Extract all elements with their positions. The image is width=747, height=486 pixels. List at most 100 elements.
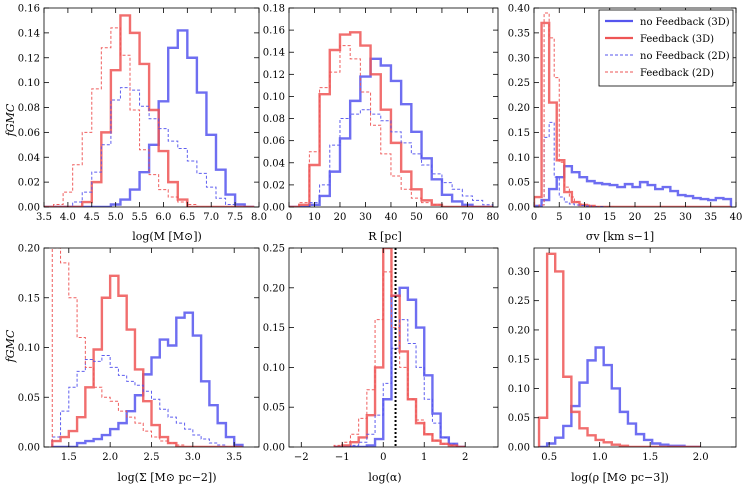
panel-4-xtick-label: 3.5 [226,452,242,463]
panel-5-xtick-label: −1 [335,452,350,463]
panel-2-ytick-label: 0.02 [263,180,285,191]
panel-6-ytick-label: 0.15 [508,355,530,366]
panel-3-xtick-label: 15 [603,212,616,223]
panel-5-hist-nofb2d [334,319,466,447]
legend-box [598,9,734,87]
panel-4-ytick-label: 0.05 [18,393,40,404]
panel-1-ytick-label: 0.00 [18,203,40,214]
panel-6: 0.5 1.0 1.5 2.0 0.00 0.05 0.10 0.15 0.20 0.25 0.30… [508,247,737,484]
panel-3-plot: 0 5 10 15 20 25 30 35 40 0.00 0.05 0.10 0.15 0.20 0.25… [508,4,743,224]
panel-2-ytick-label: 0.14 [263,48,285,59]
panel-5-xlabel: log(α) [368,471,401,484]
panel-1-xtick-label: 3.5 [36,212,52,223]
panel-3-xlabel: σv [km s−1] [586,230,654,243]
panel-2-ytick-label: 0.00 [263,203,285,214]
panel-3-ytick-label: 0.40 [508,4,530,15]
panel-4-ytick-label: 0.00 [18,443,40,454]
panel-5: −2 −1 0 1 2 0.00 0.05 0.10 0.15 0.20 0.25 log(α) [263,244,499,484]
panel-6-xtick-label: 0.5 [541,452,557,463]
panel-6-hist-fb3d [537,252,701,447]
panel-6-ytick-label: 0.30 [508,267,530,278]
panel-2-xtick-label: 80 [487,212,500,223]
panel-3-xtick-label: 10 [578,212,591,223]
panel-2-xtick-label: 70 [461,212,474,223]
panel-2-ytick-label: 0.16 [263,26,285,37]
panel-1-xtick-label: 6.0 [155,212,171,223]
panel-1-ytick-label: 0.14 [18,28,40,39]
panel-4-hist-fb3d [51,274,243,447]
panel-3-ytick-label: 0.20 [508,103,530,114]
legend-label-nofb3d: no Feedback (3D) [640,17,730,28]
panel-3-ytick-label: 0.35 [508,28,530,39]
panel-6-xtick-label: 1.5 [642,452,658,463]
panel-6-plot: 0.5 1.0 1.5 2.0 0.00 0.05 0.10 0.15 0.20 0.25 0.30 [508,247,737,463]
panel-1: 3.5 4.0 4.5 5.0 5.5 6.0 6.5 7.0 7.5 8.0 0.00 0.02 0.… [4,4,267,244]
panel-3-ytick-label: 0.15 [508,128,530,139]
panel-5-plot: −2 −1 0 1 2 0.00 0.05 0.10 0.15 0.20 0.25 [263,244,499,463]
panel-1-ytick-label: 0.12 [18,53,40,64]
panel-6-frame [533,247,737,448]
panel-6-ytick-label: 0.10 [508,384,530,395]
panel-1-xtick-label: 4.0 [60,212,76,223]
panel-4-hist-nofb3d [52,311,244,447]
panel-5-hist-fb2d [333,271,466,447]
panel-3-xtick-label: 20 [629,212,642,223]
panel-5-ytick-label: 0.00 [263,443,285,454]
panel-2-ytick-label: 0.18 [263,4,285,15]
panel-6-xtick-label: 2.0 [693,452,709,463]
panel-3-xtick-label: 40 [730,212,743,223]
panel-6-xtick-label: 1.0 [592,452,608,463]
panel-1-ytick-label: 0.16 [18,4,40,15]
panel-2-xtick-label: 20 [334,212,347,223]
panel-1-ytick-label: 0.08 [18,103,40,114]
panel-4-xlabel: log(Σ [M⊙ pc−2]) [117,471,216,484]
panel-3-ytick-label: 0.25 [508,78,530,89]
panel-1-xtick-label: 8.0 [251,212,267,223]
panel-3-hist-fb3d [534,21,731,207]
panel-1-hist-nofb2d [44,87,255,207]
panel-1-xtick-label: 7.0 [203,212,219,223]
panel-2-xtick-label: 30 [359,212,372,223]
panel-4-xtick-label: 2.5 [144,452,160,463]
panel-4-xtick-label: 3.0 [185,452,201,463]
panel-3-xtick-label: 30 [679,212,692,223]
panel-2-ytick-label: 0.04 [263,158,285,169]
panel-4-ytick-label: 0.15 [18,293,40,304]
panel-1-ytick-label: 0.10 [18,78,40,89]
panel-2-ytick-label: 0.08 [263,114,285,125]
panel-1-xtick-label: 5.5 [132,212,148,223]
panel-6-xlabel: log(ρ [M⊙ pc−3]) [571,471,669,484]
panel-5-frame [288,247,499,448]
panel-4-xtick-label: 2.0 [102,452,118,463]
panel-5-xtick-label: −2 [294,452,309,463]
panel-4-ytick-label: 0.10 [18,343,40,354]
panel-6-hist-nofb3d [539,346,701,447]
panel-2-xtick-label: 40 [385,212,398,223]
panel-2-ytick-label: 0.12 [263,70,285,81]
panel-5-ytick-label: 0.05 [263,403,285,414]
panel-1-xtick-label: 6.5 [179,212,195,223]
panel-2-hist-nofb3d [289,57,493,207]
panel-2-xtick-label: 10 [308,212,321,223]
panel-3-ytick-label: 0.30 [508,53,530,64]
panel-4-plot: 1.5 2.0 2.5 3.0 3.5 0.00 0.05 0.10 0.15 0.20 [18,244,260,463]
legend-label-fb3d: Feedback (3D) [640,34,714,45]
panel-2-ytick-label: 0.10 [263,92,285,103]
panel-2: 0 10 20 30 40 50 60 70 80 0.00 0.02 0.04 0.06 0.08 0.1… [263,4,500,244]
legend: no Feedback (3D) Feedback (3D) no Feedba… [598,9,734,87]
panel-6-ytick-label: 0.25 [508,296,530,307]
panel-1-hist-nofb3d [44,29,255,207]
panel-2-frame [288,7,499,208]
panel-2-xtick-label: 0 [286,212,292,223]
panel-2-ytick-label: 0.06 [263,136,285,147]
panel-6-ytick-label: 0.20 [508,325,530,336]
panel-2-hist-fb2d [289,45,493,207]
panel-3: 0 5 10 15 20 25 30 35 40 0.00 0.05 0.10 0.15 0.20 0.25… [508,4,743,244]
panel-4: 1.5 2.0 2.5 3.0 3.5 0.00 0.05 0.10 0.15 0.20 log(… [4,244,260,484]
panel-3-ytick-label: 0.00 [508,203,530,214]
panel-3-xtick-label: 35 [704,212,717,223]
panel-1-xtick-label: 7.5 [227,212,243,223]
panel-5-xtick-label: 1 [421,452,427,463]
legend-label-fb2d: Feedback (2D) [640,68,714,79]
